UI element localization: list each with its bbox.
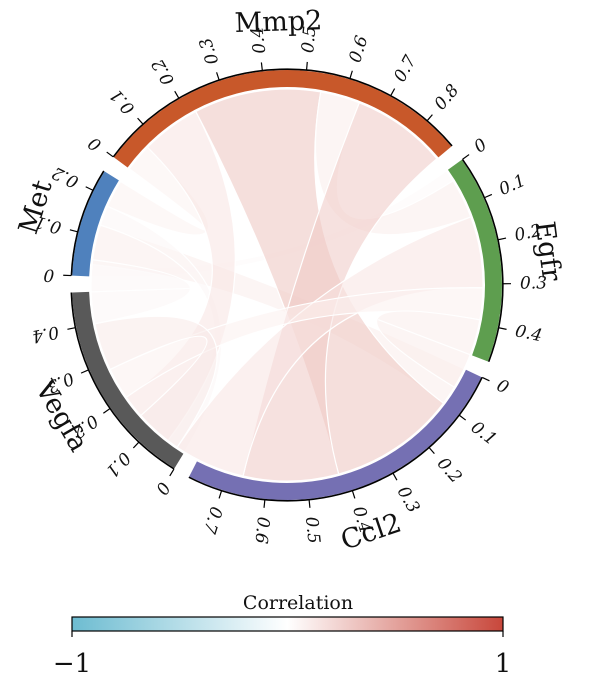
sector-axis-met	[70, 170, 105, 276]
tick-mark-mmp2-3	[216, 72, 220, 81]
sector-axis-mmp2	[112, 68, 453, 158]
tick-label-vegfa-4: 0.4	[30, 321, 60, 346]
tick-label-met-0: 0	[43, 264, 55, 284]
tick-mark-vegfa-3	[80, 369, 89, 374]
sector-axis-ccl2	[188, 376, 483, 502]
sector-label-ccl2: Ccl2	[337, 507, 405, 556]
link-ccl2-vegfa	[94, 315, 218, 449]
sector-label-egfr: Egfr	[529, 219, 567, 282]
tick-label-vegfa-1: 0.1	[101, 448, 134, 481]
tick-mark-met-2	[85, 186, 94, 191]
tick-label-mmp2-7: 0.7	[390, 52, 421, 85]
tick-mark-mmp2-8	[426, 114, 433, 122]
sector-arc-met	[72, 171, 119, 277]
sector-axis-vegfa	[70, 292, 175, 470]
tick-mark-egfr-2	[498, 237, 507, 241]
tick-label-mmp2-1: 0.1	[106, 85, 139, 118]
legend-title: Correlation	[243, 592, 353, 614]
tick-mark-mmp2-5	[305, 61, 308, 70]
tick-label-egfr-1: 0.1	[496, 171, 529, 200]
sector-mmp2: 00.1 0.2 0.3 0.4 0.5 0.6 0.7 0.8 Mmp2	[85, 5, 464, 168]
tick-mark-vegfa-0	[169, 468, 175, 477]
tick-label-ccl2-2: 0.2	[433, 454, 466, 488]
tick-label-mmp2-2: 0.2	[148, 55, 179, 88]
tick-mark-vegfa-2	[103, 408, 111, 414]
tick-mark-ccl2-6	[263, 499, 266, 508]
tick-mark-ccl2-2	[428, 447, 435, 455]
tick-mark-mmp2-2	[174, 90, 180, 99]
tick-label-ccl2-5: 0.5	[301, 516, 324, 545]
tick-mark-ccl2-4	[351, 490, 356, 499]
tick-mark-mmp2-4	[260, 62, 263, 71]
sector-arc-ccl2	[189, 369, 482, 500]
legend-min-label: −1	[53, 649, 91, 679]
tick-mark-met-1	[69, 229, 78, 233]
tick-label-egfr-4: 0.4	[513, 321, 543, 346]
tick-label-ccl2-3: 0.3	[393, 483, 424, 516]
sector-arc-mmp2	[113, 70, 452, 168]
tick-label-mmp2-6: 0.6	[345, 33, 372, 65]
link-egfr-egfr	[376, 310, 481, 388]
sector-arc-vegfa	[72, 291, 184, 469]
sector-axis-egfr	[461, 158, 504, 363]
tick-mark-egfr-0	[462, 154, 470, 160]
link-met-mmp2	[106, 146, 209, 236]
tick-mark-ccl2-3	[392, 472, 398, 481]
tick-label-egfr-0: 0	[471, 135, 492, 158]
tick-label-mmp2-5: 0.5	[298, 25, 320, 54]
tick-mark-vegfa-1	[132, 441, 140, 449]
tick-mark-ccl2-7	[218, 490, 223, 499]
tick-label-mmp2-3: 0.3	[196, 35, 223, 67]
tick-mark-mmp2-1	[137, 117, 144, 125]
tick-label-mmp2-0: 0	[85, 132, 106, 155]
sector-arc-egfr	[447, 159, 502, 362]
tick-mark-egfr-4	[498, 327, 507, 330]
legend-colorbar	[71, 616, 504, 632]
tick-mark-ccl2-1	[458, 414, 467, 421]
tick-label-egfr-3: 0.3	[520, 273, 547, 293]
tick-mark-mmp2-0	[106, 151, 114, 158]
tick-mark-ccl2-5	[308, 499, 311, 508]
tick-label-ccl2-1: 0.1	[467, 418, 501, 450]
tick-mark-vegfa-4	[67, 327, 76, 330]
tick-label-mmp2-4: 0.4	[247, 26, 270, 55]
tick-label-ccl2-0: 0	[493, 376, 511, 399]
correlation-legend: Correlation −1 1	[53, 592, 511, 679]
links-layer	[90, 88, 484, 482]
tick-label-ccl2-6: 0.6	[250, 516, 273, 545]
sector-label-mmp2: Mmp2	[234, 5, 323, 39]
tick-mark-egfr-1	[484, 193, 493, 199]
tick-label-mmp2-8: 0.8	[431, 81, 464, 115]
link-vegfa-vegfa	[90, 259, 191, 325]
tick-mark-mmp2-6	[349, 70, 353, 79]
tick-mark-mmp2-7	[390, 88, 396, 96]
tick-label-vegfa-0: 0	[151, 478, 174, 498]
tick-mark-ccl2-0	[481, 376, 490, 382]
legend-max-label: 1	[495, 649, 512, 679]
tick-label-ccl2-7: 0.7	[199, 504, 226, 536]
